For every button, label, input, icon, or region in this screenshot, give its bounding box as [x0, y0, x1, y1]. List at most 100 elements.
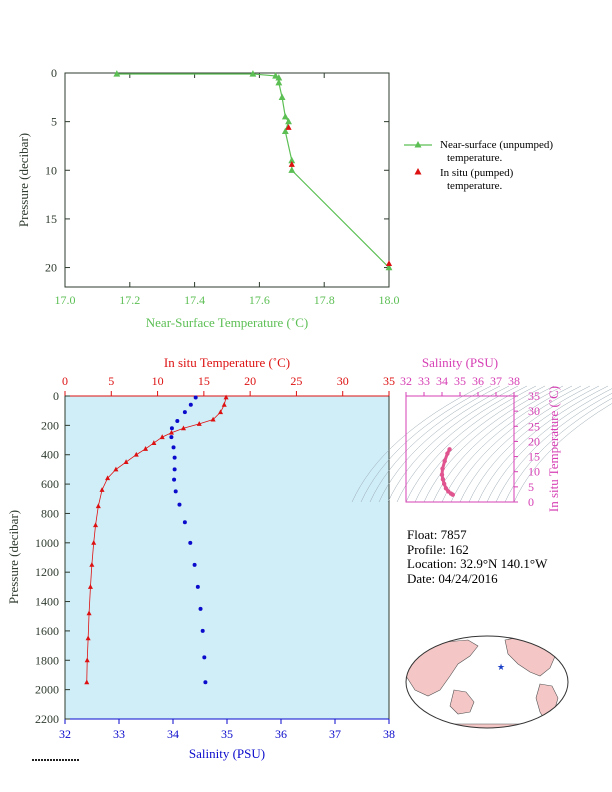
ts-y-tick-label: 10	[528, 465, 540, 479]
deep-pressure-tick-label: 1200	[35, 565, 59, 579]
deep-temperature-point	[133, 451, 139, 457]
near-surface-unpumped-point	[288, 166, 296, 173]
ts-profile-point	[442, 458, 447, 464]
deep-pressure-tick-label: 0	[53, 389, 59, 403]
ts-density-contour	[477, 385, 609, 503]
legend-near-surface-label-line2: temperature.	[447, 152, 503, 164]
near-surface-x-tick-label: 17.4	[184, 293, 205, 307]
deep-temperature-tick-label: 20	[244, 374, 256, 388]
ts-salinity-ticks: 32 33 34 35 36 37 38	[400, 374, 520, 396]
deep-pressure-tick-label: 2000	[35, 683, 59, 697]
near-surface-y-axis-label: Pressure (decibar)	[16, 133, 31, 227]
deep-salinity-point	[171, 445, 176, 450]
deep-pressure-tick-label: 2200	[35, 712, 59, 726]
near-surface-x-tick-label: 17.0	[55, 293, 76, 307]
deep-profile-pressure-ticks: 0 200 400 600 800 1000 1200 1400 1600 1800 2000 220…	[35, 389, 70, 726]
legend-in-situ-label-line1: In situ (pumped)	[440, 167, 514, 179]
deep-temperature-point	[84, 657, 90, 663]
profile-number: Profile: 162	[407, 541, 469, 557]
deep-temperature-tick-label: 0	[62, 374, 68, 388]
near-surface-unpumped-point	[281, 112, 289, 120]
ts-density-contour	[378, 385, 510, 503]
ts-y-tick-label: 20	[528, 434, 540, 448]
ts-density-contour	[360, 385, 492, 503]
deep-temperature-point	[210, 416, 216, 422]
ts-profile-point	[440, 466, 445, 471]
near-surface-y-tick-label: 0	[51, 66, 57, 80]
deep-salinity-point	[182, 410, 187, 415]
ts-density-contour	[369, 385, 501, 503]
deep-salinity-tick-label: 33	[113, 727, 125, 741]
deep-salinity-point	[193, 395, 198, 400]
deep-temperature-tick-label: 5	[108, 374, 114, 388]
near-surface-unpumped-point	[278, 93, 286, 100]
ts-profile-point	[445, 451, 450, 456]
legend-near-surface-label-line1: Near-surface (unpumped)	[440, 139, 553, 151]
ts-density-contour	[468, 385, 600, 503]
deep-temperature-line	[86, 397, 227, 683]
deep-temperature-point	[93, 522, 99, 528]
ts-x-tick-label: 35	[454, 374, 466, 388]
ts-y-tick-label: 30	[528, 404, 540, 418]
near-surface-unpumped-point	[275, 74, 283, 81]
ts-y-tick-label: 35	[528, 389, 540, 403]
ts-density-contour	[414, 385, 546, 503]
deep-temperature-point	[223, 394, 229, 400]
near-surface-in-situ-point	[288, 161, 295, 167]
deep-temperature-point	[196, 421, 202, 426]
near-surface-unpumped-point	[113, 70, 121, 77]
deep-temperature-tick-label: 35	[383, 374, 395, 388]
legend-in-situ-label-line2: temperature.	[447, 180, 503, 192]
deep-temperature-point	[168, 429, 174, 435]
near-surface-y-tick-label: 5	[51, 115, 57, 129]
deep-pressure-tick-label: 200	[41, 418, 59, 432]
deep-pressure-tick-label: 800	[41, 506, 59, 520]
ts-density-contour	[396, 385, 528, 503]
near-surface-x-tick-label: 17.8	[314, 293, 335, 307]
deep-temperature-tick-label: 25	[290, 374, 302, 388]
ts-density-contour	[504, 398, 612, 503]
ts-density-contour	[513, 403, 612, 503]
ts-density-contour	[459, 385, 591, 503]
ts-y-tick-label: 5	[528, 480, 534, 494]
ts-density-contour	[405, 385, 537, 503]
deep-temperature-point	[143, 446, 149, 451]
near-surface-legend: Near-surface (unpumped) temperature. In …	[404, 139, 553, 192]
ts-profile-point	[439, 472, 445, 477]
near-surface-y-tick-label: 20	[45, 261, 57, 275]
ts-profile-point	[441, 481, 447, 487]
ts-profile-point	[440, 477, 446, 482]
deep-salinity-point	[188, 540, 193, 545]
deep-temperature-point	[84, 679, 90, 685]
near-surface-x-tick-label: 18.0	[379, 293, 400, 307]
legend-in-situ-marker	[414, 168, 422, 175]
ts-y-tick-label: 15	[528, 450, 540, 464]
deep-profile-y-axis-label: Pressure (decibar)	[6, 510, 21, 604]
near-surface-unpumped-point	[285, 117, 292, 125]
ts-density-contour	[387, 385, 519, 503]
deep-temperature-point	[159, 434, 165, 440]
deep-salinity-point	[192, 562, 197, 567]
deep-pressure-tick-label: 400	[41, 448, 59, 462]
float-location-star-icon: ★	[497, 662, 505, 672]
deep-salinity-point	[172, 455, 177, 460]
legend-near-surface-marker	[414, 141, 422, 148]
ts-density-contour	[432, 385, 564, 503]
deep-temperature-point	[218, 409, 224, 415]
deep-temperature-point	[180, 425, 187, 431]
ts-y-axis-label: In situ Temperature (˚C)	[546, 386, 561, 512]
deep-salinity-point	[182, 520, 187, 525]
ts-density-contour	[450, 385, 582, 503]
ts-profile-point	[443, 486, 449, 491]
ts-y-tick-label: 0	[528, 495, 534, 509]
deep-salinity-tick-label: 35	[221, 727, 233, 741]
ts-profile-point	[447, 447, 452, 452]
ts-x-tick-label: 34	[436, 374, 448, 388]
ts-x-tick-label: 32	[400, 374, 412, 388]
near-surface-y-ticks: 0 5 10 15 20	[45, 66, 389, 275]
ts-title: Salinity (PSU)	[422, 355, 498, 370]
float-location: Location: 32.9°N 140.1°W	[407, 556, 548, 571]
deep-salinity-tick-label: 34	[167, 727, 179, 741]
deep-salinity-tick-label: 37	[329, 727, 341, 741]
